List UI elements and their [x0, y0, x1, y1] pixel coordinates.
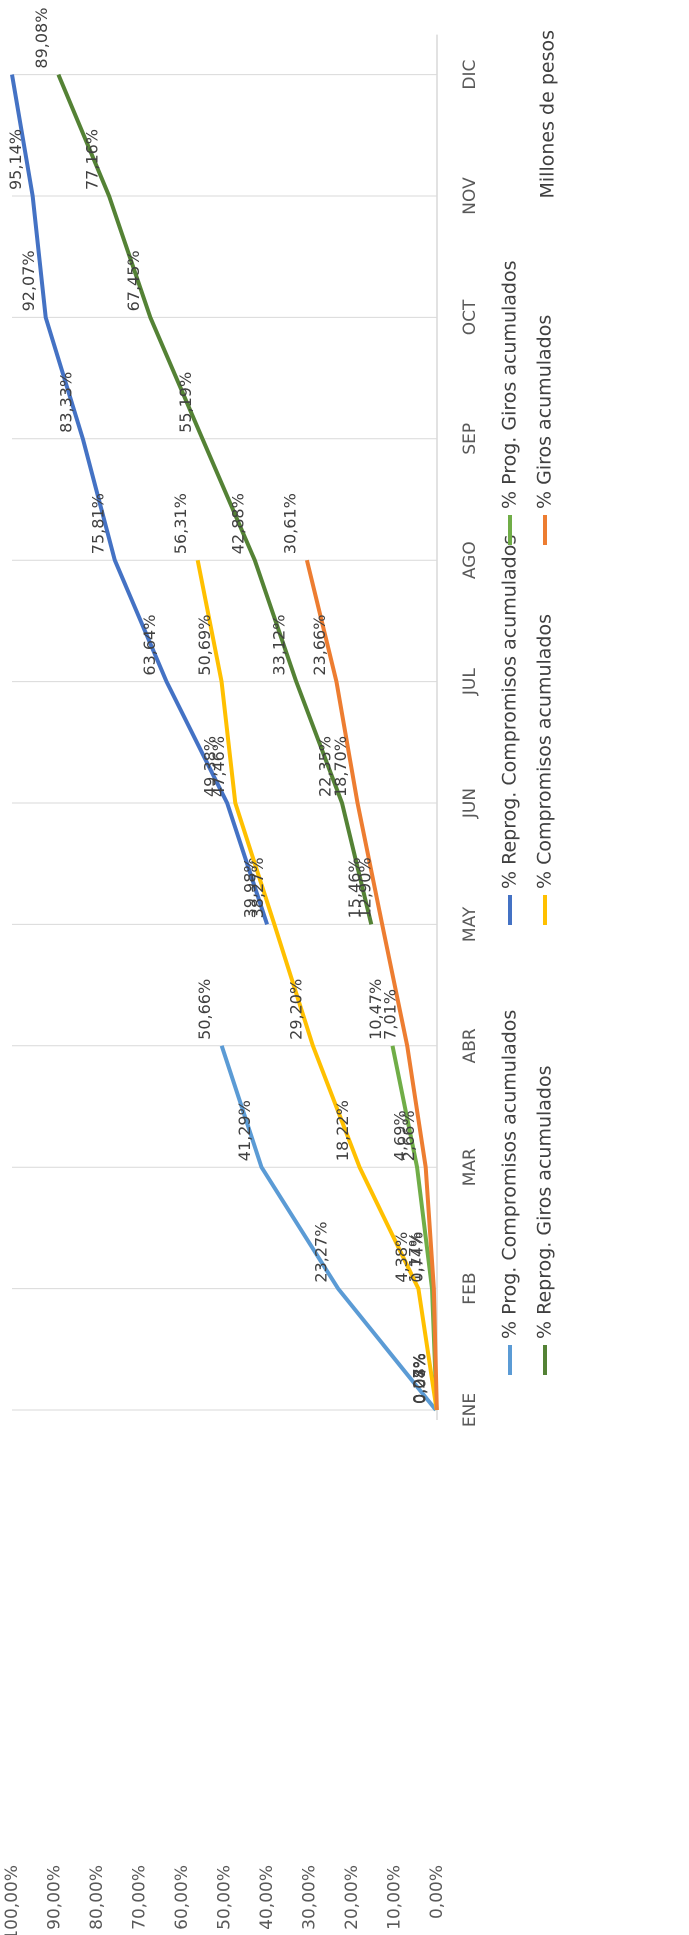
y-tick-label: 70,00% — [130, 1865, 150, 1930]
legend-label: % Prog. Compromisos acumulados — [499, 1010, 521, 1339]
series-line — [56, 73, 374, 925]
data-label: 33,12% — [270, 615, 289, 676]
x-tick-label: JUN — [460, 788, 480, 819]
data-label: 0,27% — [409, 1353, 428, 1404]
data-label: 38,27% — [248, 857, 267, 918]
series-line — [195, 559, 439, 1411]
data-label: 83,33% — [56, 372, 75, 433]
x-tick-label: MAY — [460, 906, 480, 942]
x-tick-label: ABR — [460, 1028, 480, 1063]
data-label: 89,08% — [32, 8, 51, 69]
x-tick-label: OCT — [460, 299, 480, 335]
data-label: 0,07% — [410, 1353, 429, 1404]
data-label: 0,08% — [410, 1353, 429, 1404]
data-label: 4,38% — [392, 1232, 411, 1283]
data-label: 30,61% — [280, 493, 299, 554]
data-label: 47,46% — [209, 736, 228, 797]
x-tick-label: NOV — [460, 177, 480, 215]
data-label: 23,27% — [312, 1222, 331, 1283]
y-tick-label: 60,00% — [172, 1865, 192, 1930]
unit-note: Millones de pesos — [537, 30, 559, 199]
data-label: 63,64% — [140, 615, 159, 676]
data-label: 95,14% — [6, 129, 25, 190]
data-label: 10,47% — [366, 979, 385, 1040]
data-label: 39,98% — [241, 857, 260, 918]
legend-label: % Reprog. Giros acumulados — [534, 1066, 556, 1340]
chart-body: Millones de pesos ENE FEB MAR ABR MAY JUN JUL A… — [2, 8, 559, 1935]
data-label: 49,38% — [201, 736, 220, 797]
legend-label: % Giros acumulados — [534, 315, 556, 509]
data-label: 0,74% — [407, 1232, 426, 1283]
x-tick-label: AGO — [460, 541, 480, 579]
series-line — [304, 559, 439, 1411]
data-label: 18,70% — [331, 736, 350, 797]
x-tick-label: FEB — [460, 1273, 480, 1305]
x-tick-label: DIC — [460, 60, 480, 90]
data-label: 15,46% — [345, 857, 364, 918]
data-label: 41,29% — [235, 1100, 254, 1161]
data-label: 2,66% — [399, 1110, 418, 1161]
data-label: 67,45% — [124, 250, 143, 311]
y-tick-label: 90,00% — [45, 1865, 65, 1930]
x-tick-label: ENE — [460, 1393, 480, 1427]
x-tick-label: SEP — [460, 423, 480, 455]
series-line — [10, 74, 269, 926]
x-tick-label: JUL — [460, 668, 480, 696]
legend-label: % Reprog. Compromisos acumulados — [499, 535, 521, 889]
y-tick-label: 30,00% — [300, 1865, 320, 1930]
data-label: 18,22% — [333, 1100, 352, 1161]
y-tick-label: 20,00% — [342, 1865, 362, 1930]
y-tick-label: 40,00% — [257, 1865, 277, 1930]
data-label: 77,16% — [83, 129, 102, 190]
legend-label: % Compromisos acumulados — [534, 614, 556, 889]
data-label: 50,69% — [195, 615, 214, 676]
legend-label: % Prog. Giros acumulados — [499, 260, 521, 509]
data-label: 55,19% — [176, 372, 195, 433]
data-label: 50,66% — [195, 979, 214, 1040]
data-label: 12,90% — [356, 857, 375, 918]
data-label: 75,81% — [88, 493, 107, 554]
data-label: 4,69% — [391, 1110, 410, 1161]
series-line — [219, 1045, 438, 1412]
data-label: 29,20% — [286, 979, 305, 1040]
data-label: 7,01% — [381, 989, 400, 1040]
data-label: 23,66% — [310, 615, 329, 676]
data-label: 56,31% — [171, 493, 190, 554]
x-tick-label: MAR — [460, 1148, 480, 1186]
y-tick-label: 50,00% — [215, 1865, 235, 1930]
y-tick-label: 10,00% — [385, 1865, 405, 1930]
data-label: 22,35% — [316, 736, 335, 797]
data-label: 42,88% — [228, 493, 247, 554]
y-tick-label: 100,00% — [2, 1865, 22, 1935]
y-tick-label: 80,00% — [87, 1865, 107, 1930]
y-tick-label: 0,00% — [427, 1865, 447, 1919]
data-label: 92,07% — [19, 250, 38, 311]
data-label: 0,04% — [410, 1353, 429, 1404]
